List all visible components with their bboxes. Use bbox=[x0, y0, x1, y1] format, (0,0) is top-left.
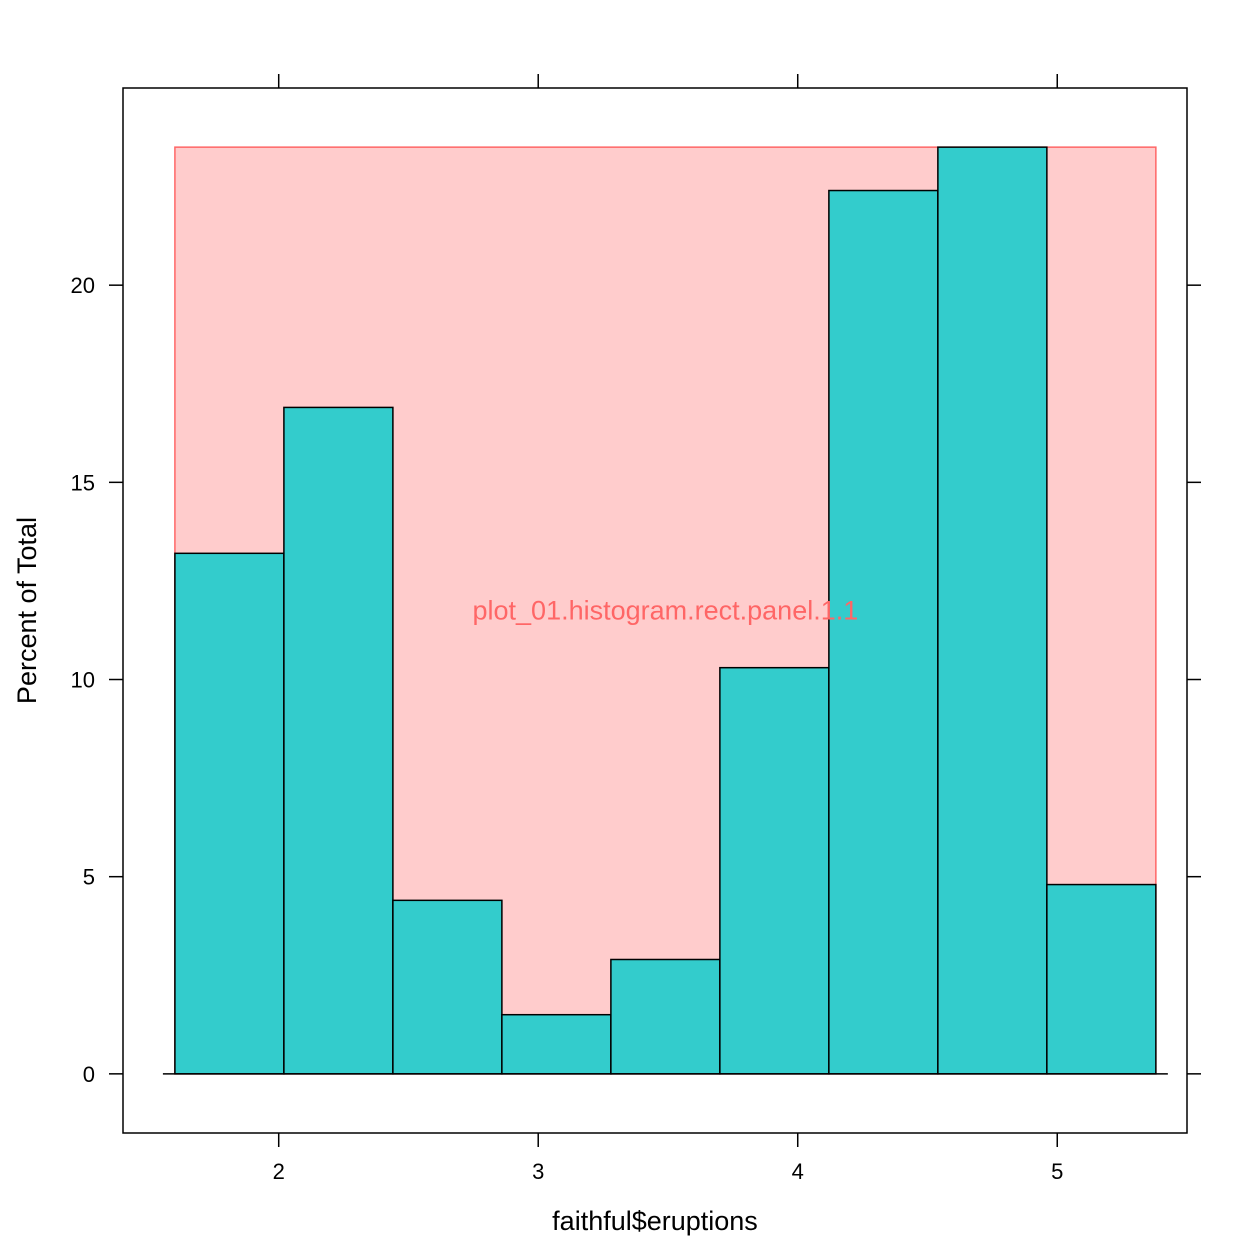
x-tick-label: 5 bbox=[1051, 1159, 1063, 1184]
histogram-bar-6 bbox=[719, 666, 830, 1075]
y-tick-label: 10 bbox=[71, 668, 95, 693]
histogram-bar-2 bbox=[283, 406, 394, 1075]
y-tick-label: 20 bbox=[71, 273, 95, 298]
histogram-bar-7 bbox=[828, 189, 939, 1075]
y-tick-label: 0 bbox=[83, 1062, 95, 1087]
histogram-bar-1 bbox=[174, 552, 285, 1075]
histogram-bar-3 bbox=[392, 899, 503, 1075]
y-tick-label: 5 bbox=[83, 865, 95, 890]
y-axis-title: Percent of Total bbox=[12, 517, 42, 704]
histogram-bar-4 bbox=[501, 1013, 612, 1075]
x-axis-title: faithful$eruptions bbox=[552, 1206, 758, 1236]
panel-annotation: plot_01.histogram.rect.panel.1.1 bbox=[473, 596, 859, 626]
x-tick-label: 4 bbox=[792, 1159, 804, 1184]
x-tick-label: 3 bbox=[532, 1159, 544, 1184]
histogram-bar-5 bbox=[610, 958, 721, 1075]
x-tick-label: 2 bbox=[273, 1159, 285, 1184]
y-tick-label: 15 bbox=[71, 470, 95, 495]
histogram-bar-8 bbox=[937, 146, 1048, 1075]
histogram-bar-9 bbox=[1046, 883, 1157, 1075]
panel-frame bbox=[122, 87, 1188, 1134]
